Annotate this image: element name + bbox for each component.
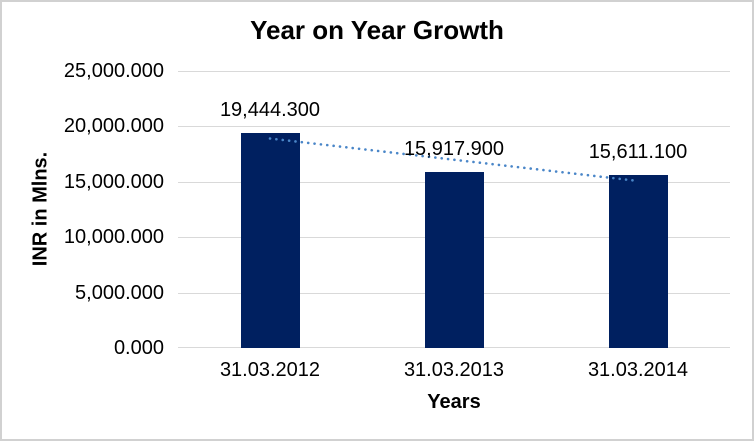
bar-31.03.2013 (424, 171, 484, 348)
y-axis-title: INR in Mlns. (29, 151, 52, 267)
gridline (178, 126, 730, 127)
y-tick-label: 0.000 (113, 337, 164, 359)
y-tick-label: 20,000.000 (63, 115, 164, 138)
y-tick-label: 10,000.000 (63, 226, 164, 249)
x-tick-label: 31.03.2014 (587, 359, 689, 381)
x-tick-label: 31.03.2012 (219, 359, 321, 381)
data-label: 19,444.300 (219, 98, 321, 121)
chart-title: Year on Year Growth (250, 15, 504, 45)
bar-31.03.2012 (240, 132, 300, 348)
y-tick-label: 25,000.000 (63, 60, 164, 82)
data-label: 15,917.900 (403, 137, 505, 160)
trendline (268, 137, 640, 183)
x-axis-title: Years (427, 391, 481, 413)
trendline-dotted (268, 137, 640, 183)
bar-31.03.2014 (608, 175, 668, 348)
gridline (178, 71, 730, 72)
plot-area (178, 71, 730, 348)
y-tick-label: 5,000.000 (75, 281, 164, 304)
y-tick-label: 15,000.000 (63, 170, 164, 193)
data-label: 15,611.100 (588, 141, 688, 164)
x-tick-label: 31.03.2013 (403, 359, 505, 381)
